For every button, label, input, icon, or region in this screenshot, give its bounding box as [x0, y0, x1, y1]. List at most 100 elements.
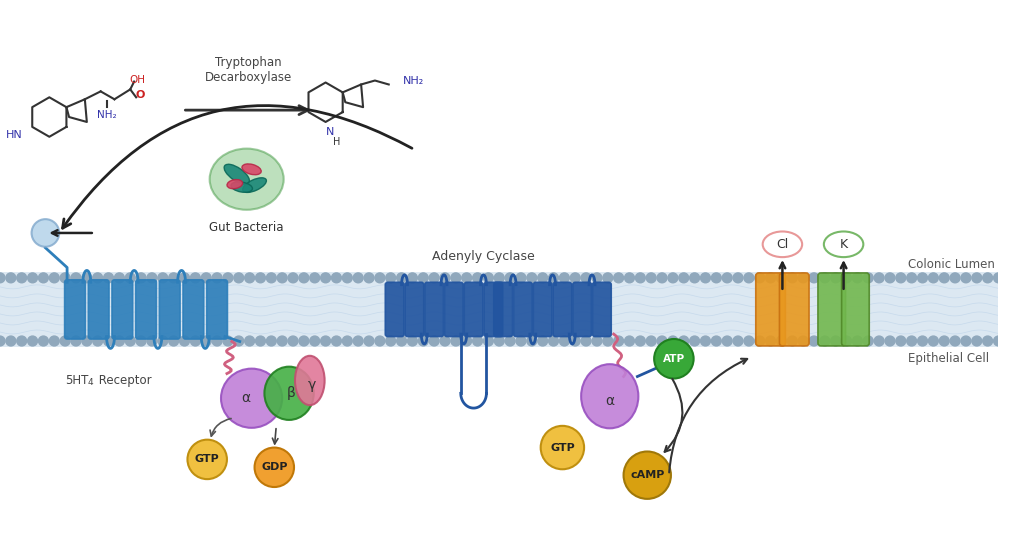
Circle shape — [993, 273, 1003, 283]
Circle shape — [266, 273, 276, 283]
Circle shape — [722, 273, 731, 283]
Circle shape — [0, 336, 5, 346]
Circle shape — [125, 336, 135, 346]
Circle shape — [885, 273, 894, 283]
Circle shape — [158, 336, 168, 346]
Circle shape — [635, 273, 645, 283]
Circle shape — [885, 336, 894, 346]
Circle shape — [212, 336, 221, 346]
Text: K: K — [839, 238, 847, 251]
Circle shape — [440, 336, 450, 346]
Circle shape — [493, 336, 503, 346]
Circle shape — [656, 273, 666, 283]
Circle shape — [949, 273, 959, 283]
Ellipse shape — [264, 367, 313, 420]
FancyBboxPatch shape — [513, 282, 532, 336]
Circle shape — [841, 336, 850, 346]
Text: O: O — [135, 90, 145, 100]
Circle shape — [646, 336, 655, 346]
Circle shape — [147, 336, 157, 346]
Circle shape — [71, 336, 81, 346]
Circle shape — [851, 336, 861, 346]
FancyBboxPatch shape — [404, 282, 424, 336]
Circle shape — [656, 336, 666, 346]
Text: Epithelial Cell: Epithelial Cell — [907, 352, 988, 365]
Circle shape — [50, 336, 59, 346]
Circle shape — [385, 336, 395, 346]
Circle shape — [613, 336, 623, 346]
Circle shape — [364, 336, 374, 346]
Circle shape — [906, 273, 916, 283]
Circle shape — [917, 273, 926, 283]
Circle shape — [71, 273, 81, 283]
Ellipse shape — [223, 164, 250, 184]
Circle shape — [136, 336, 146, 346]
Circle shape — [82, 273, 92, 283]
Circle shape — [548, 336, 558, 346]
FancyBboxPatch shape — [183, 280, 203, 339]
Circle shape — [6, 336, 16, 346]
Circle shape — [342, 336, 352, 346]
Circle shape — [472, 336, 482, 346]
Circle shape — [830, 336, 840, 346]
Circle shape — [114, 273, 124, 283]
Circle shape — [623, 452, 670, 499]
Circle shape — [667, 273, 677, 283]
Circle shape — [971, 273, 981, 283]
Circle shape — [332, 336, 341, 346]
Text: β: β — [286, 386, 295, 400]
Circle shape — [309, 336, 319, 346]
Text: γ: γ — [307, 379, 315, 392]
Text: GDP: GDP — [261, 462, 287, 472]
Circle shape — [798, 336, 807, 346]
Circle shape — [396, 273, 406, 283]
Circle shape — [808, 336, 818, 346]
Circle shape — [516, 273, 526, 283]
Circle shape — [787, 273, 797, 283]
Circle shape — [711, 273, 721, 283]
Circle shape — [862, 273, 872, 283]
Circle shape — [537, 273, 547, 283]
Circle shape — [266, 336, 276, 346]
Circle shape — [245, 273, 255, 283]
Circle shape — [732, 273, 742, 283]
Circle shape — [461, 336, 471, 346]
Text: N: N — [326, 127, 335, 137]
Circle shape — [158, 273, 168, 283]
Circle shape — [895, 273, 905, 283]
FancyBboxPatch shape — [135, 280, 157, 339]
Circle shape — [603, 336, 612, 346]
Text: Cl: Cl — [775, 238, 788, 251]
Circle shape — [277, 336, 287, 346]
Circle shape — [114, 336, 124, 346]
Circle shape — [256, 273, 265, 283]
Circle shape — [147, 273, 157, 283]
Ellipse shape — [242, 164, 261, 175]
Circle shape — [125, 273, 135, 283]
Text: α: α — [605, 394, 614, 408]
Circle shape — [309, 273, 319, 283]
Circle shape — [808, 273, 818, 283]
Circle shape — [971, 336, 981, 346]
Circle shape — [841, 273, 850, 283]
Circle shape — [559, 273, 569, 283]
Circle shape — [136, 273, 146, 283]
Circle shape — [298, 273, 308, 283]
Circle shape — [765, 336, 774, 346]
Circle shape — [591, 336, 602, 346]
Circle shape — [862, 336, 872, 346]
FancyBboxPatch shape — [88, 280, 109, 339]
FancyBboxPatch shape — [159, 280, 180, 339]
Circle shape — [938, 336, 948, 346]
Circle shape — [396, 336, 406, 346]
Circle shape — [678, 273, 688, 283]
Circle shape — [906, 336, 916, 346]
Circle shape — [787, 336, 797, 346]
Text: α: α — [241, 391, 250, 405]
Circle shape — [256, 336, 265, 346]
Circle shape — [374, 336, 384, 346]
Text: Gut Bacteria: Gut Bacteria — [209, 221, 284, 234]
Circle shape — [591, 273, 602, 283]
FancyBboxPatch shape — [841, 273, 868, 346]
Circle shape — [646, 273, 655, 283]
